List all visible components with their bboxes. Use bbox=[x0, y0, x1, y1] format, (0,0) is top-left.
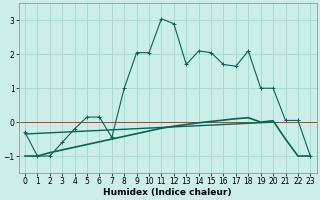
X-axis label: Humidex (Indice chaleur): Humidex (Indice chaleur) bbox=[103, 188, 232, 197]
